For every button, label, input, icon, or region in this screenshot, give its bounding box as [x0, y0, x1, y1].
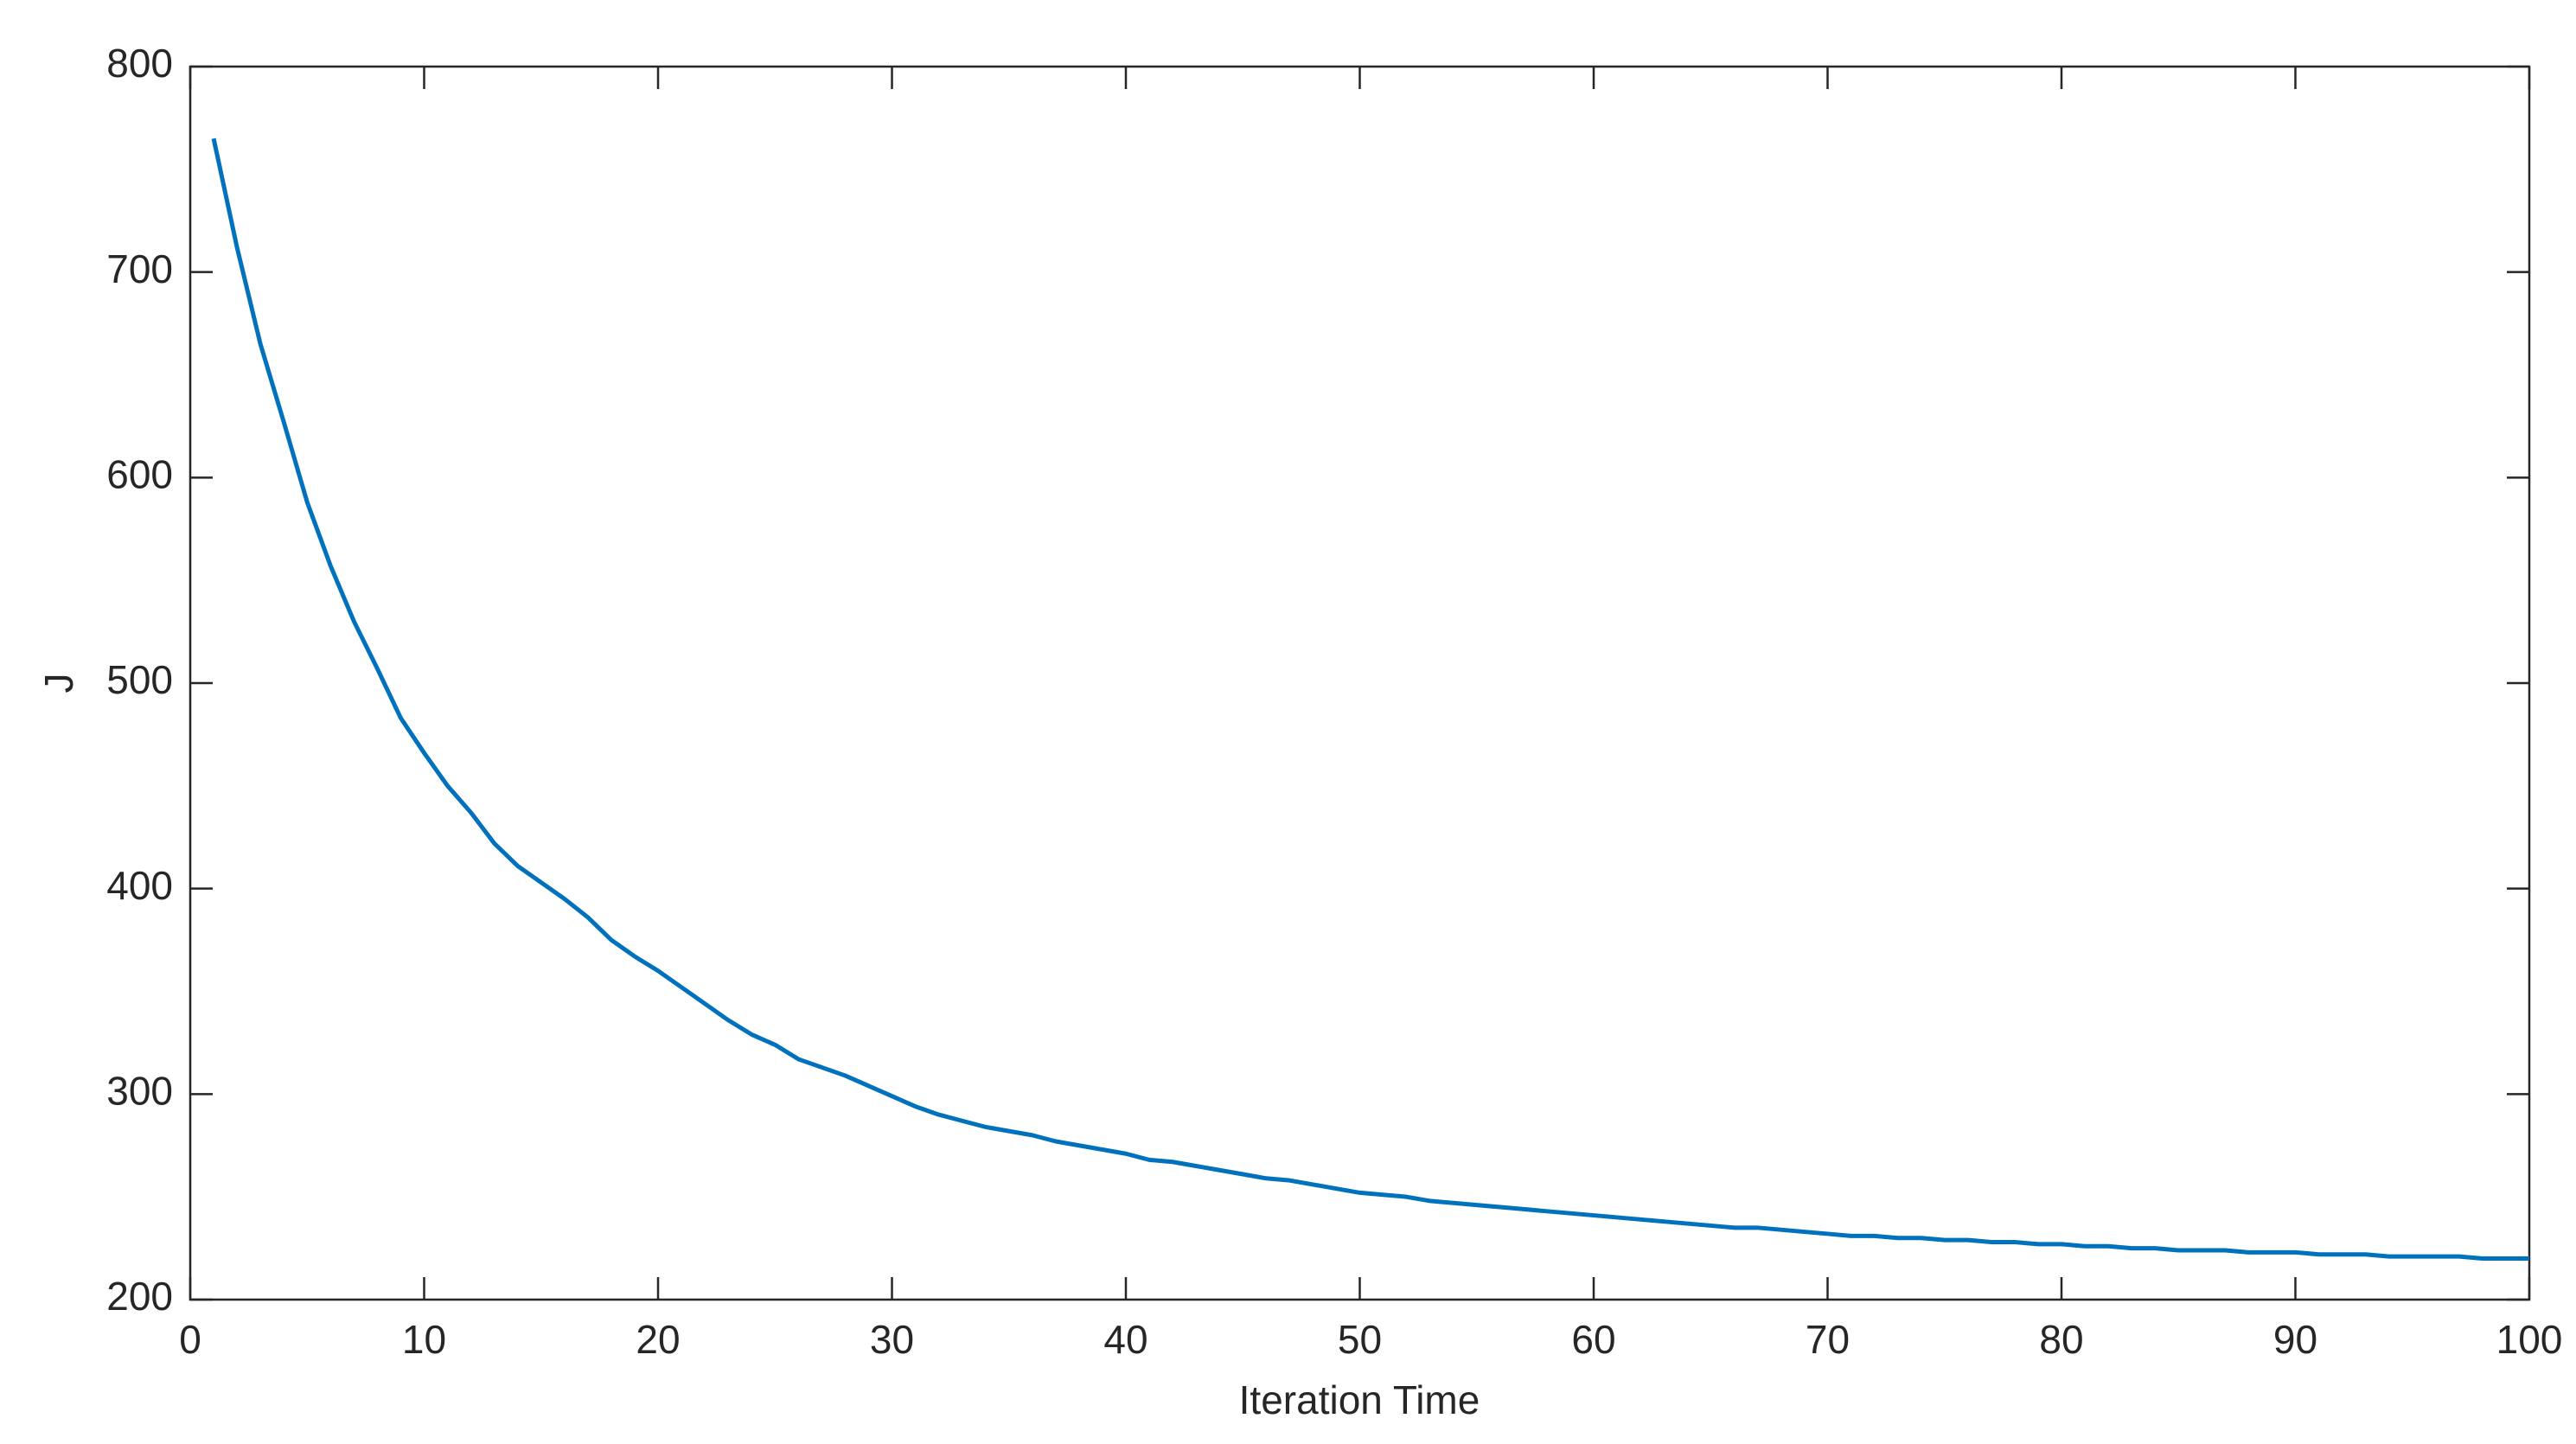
y-axis-label: J [36, 674, 81, 693]
y-tick-label: 500 [106, 657, 173, 702]
x-tick-label: 50 [1338, 1317, 1382, 1362]
y-tick-label: 300 [106, 1068, 173, 1113]
data-line [211, 137, 2529, 1261]
x-tick-label: 90 [2273, 1317, 2317, 1362]
y-tick-label: 800 [106, 41, 173, 86]
x-tick-label: 70 [1806, 1317, 1850, 1362]
x-tick-label: 10 [402, 1317, 446, 1362]
x-tick-label: 60 [1571, 1317, 1615, 1362]
x-axis-label: Iteration Time [1239, 1377, 1480, 1422]
y-tick-label: 200 [106, 1274, 173, 1319]
y-tick-label: 600 [106, 451, 173, 496]
x-tick-label: 30 [870, 1317, 914, 1362]
x-tick-label: 40 [1103, 1317, 1147, 1362]
x-tick-label: 100 [2496, 1317, 2563, 1362]
y-tick-label: 700 [106, 246, 173, 291]
x-tick-label: 0 [179, 1317, 201, 1362]
y-tick-label: 400 [106, 863, 173, 908]
x-tick-label: 80 [2039, 1317, 2083, 1362]
x-tick-label: 20 [636, 1317, 680, 1362]
plot-frame [189, 65, 2531, 1301]
